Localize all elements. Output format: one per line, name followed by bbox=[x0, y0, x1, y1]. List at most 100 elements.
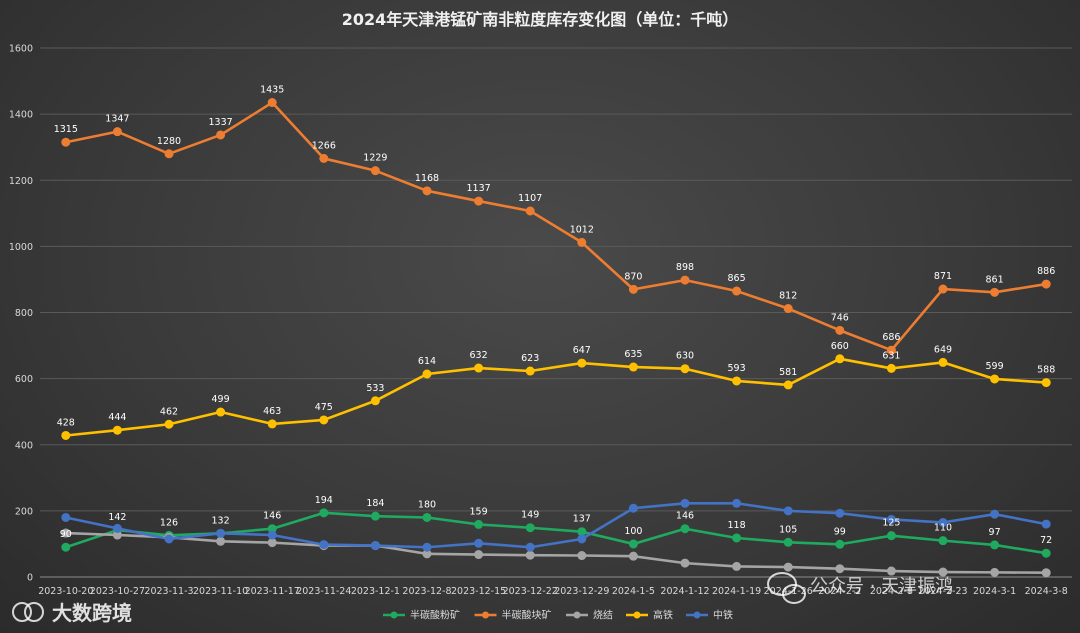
data-label: 475 bbox=[315, 402, 333, 413]
data-label: 149 bbox=[521, 510, 539, 521]
data-point bbox=[319, 508, 329, 518]
data-label: 533 bbox=[366, 383, 384, 394]
data-label: 100 bbox=[624, 526, 642, 537]
data-point bbox=[216, 130, 226, 140]
data-point bbox=[319, 153, 329, 163]
x-tick-label: 2023-12-1 bbox=[351, 586, 400, 597]
data-point bbox=[474, 538, 484, 548]
data-point bbox=[1041, 568, 1051, 578]
data-point bbox=[938, 517, 948, 527]
data-labels: 90 142 126 132 146 194 184 180 159 149 137 100 146 11… bbox=[54, 85, 1056, 547]
data-label: 125 bbox=[882, 518, 900, 529]
data-label: 614 bbox=[418, 356, 436, 367]
data-label: 137 bbox=[573, 514, 591, 525]
data-label: 118 bbox=[728, 520, 746, 531]
data-label: 632 bbox=[470, 350, 488, 361]
x-tick-label: 2023-12-22 bbox=[503, 586, 558, 597]
series-line-4 bbox=[65, 501, 1047, 549]
wechat-icon bbox=[767, 572, 806, 604]
x-tick-label: 2024-3-8 bbox=[1025, 586, 1068, 597]
data-point bbox=[216, 536, 226, 546]
data-label: 1012 bbox=[570, 224, 594, 235]
data-label: 870 bbox=[624, 271, 642, 282]
data-point bbox=[938, 567, 948, 577]
legend: 半碳酸粉矿 半碳酸块矿 烧结 高铁 中铁 bbox=[383, 609, 733, 622]
series-line-3 bbox=[65, 357, 1047, 437]
data-label: 588 bbox=[1037, 365, 1055, 376]
x-tick-label: 2023-11-17 bbox=[245, 586, 300, 597]
data-label: 623 bbox=[521, 353, 539, 364]
data-point bbox=[680, 558, 690, 568]
data-point bbox=[783, 562, 793, 572]
data-point bbox=[577, 551, 587, 561]
x-tick-label: 2024-2-23 bbox=[918, 586, 967, 597]
watermark-right: 公众号 · 天津振鸿 bbox=[767, 572, 953, 604]
data-label: 499 bbox=[212, 394, 230, 405]
data-label: 886 bbox=[1037, 266, 1055, 277]
data-label: 1168 bbox=[415, 173, 439, 184]
data-point bbox=[990, 509, 1000, 519]
data-point bbox=[319, 415, 329, 425]
x-tick-label: 2024-1-26 bbox=[764, 586, 813, 597]
y-tick-label: 1400 bbox=[9, 110, 33, 121]
data-label: 630 bbox=[676, 351, 694, 362]
data-label: 581 bbox=[779, 367, 797, 378]
legend-swatch-marker bbox=[482, 611, 489, 619]
data-point bbox=[370, 541, 380, 551]
data-point bbox=[112, 425, 122, 435]
watermark-left: 大数跨境 bbox=[12, 601, 132, 625]
y-tick-label: 600 bbox=[15, 374, 33, 385]
gridlines bbox=[40, 47, 1072, 578]
data-point bbox=[1041, 519, 1051, 529]
data-point bbox=[783, 304, 793, 314]
data-label: 686 bbox=[882, 332, 900, 343]
data-label: 599 bbox=[986, 361, 1004, 372]
y-tick-label: 1600 bbox=[9, 44, 33, 55]
y-tick-label: 400 bbox=[15, 440, 33, 451]
data-label: 871 bbox=[934, 271, 952, 282]
data-point bbox=[732, 561, 742, 571]
data-point bbox=[525, 550, 535, 560]
y-axis: 0 200 400 600 800 1000 1200 1400 1600 bbox=[9, 44, 33, 584]
legend-swatch-marker bbox=[390, 611, 398, 619]
data-point bbox=[61, 430, 71, 440]
data-point bbox=[990, 540, 1000, 550]
data-point bbox=[164, 534, 174, 544]
data-label: 635 bbox=[624, 349, 642, 360]
data-point bbox=[422, 186, 432, 196]
data-label: 1107 bbox=[518, 193, 542, 204]
data-point bbox=[680, 275, 690, 285]
legend-label: 高铁 bbox=[653, 609, 673, 622]
legend-label: 烧结 bbox=[593, 609, 613, 622]
data-label: 99 bbox=[834, 526, 846, 537]
data-point bbox=[474, 519, 484, 529]
series-line-2 bbox=[65, 531, 1047, 575]
data-point bbox=[577, 358, 587, 368]
data-point bbox=[886, 566, 896, 576]
data-label: 898 bbox=[676, 262, 694, 273]
data-point bbox=[474, 363, 484, 373]
data-label: 631 bbox=[882, 350, 900, 361]
data-label: 1337 bbox=[209, 117, 233, 128]
data-point bbox=[267, 98, 277, 108]
data-point bbox=[319, 540, 329, 550]
data-label: 1229 bbox=[363, 153, 387, 164]
data-label: 444 bbox=[108, 412, 126, 423]
data-point bbox=[990, 374, 1000, 384]
data-label: 184 bbox=[366, 498, 384, 509]
data-point bbox=[783, 537, 793, 547]
data-point bbox=[886, 514, 896, 524]
data-point bbox=[680, 524, 690, 534]
data-point bbox=[886, 345, 896, 355]
x-tick-label: 2023-11-10 bbox=[193, 586, 248, 597]
legend-swatch-marker bbox=[633, 611, 641, 619]
data-label: 159 bbox=[470, 506, 488, 517]
data-point bbox=[886, 531, 896, 541]
data-point bbox=[1041, 378, 1051, 388]
legend-label: 半碳酸粉矿 bbox=[410, 609, 460, 622]
data-point bbox=[422, 542, 432, 552]
data-point bbox=[525, 206, 535, 216]
data-point bbox=[938, 357, 948, 367]
y-tick-label: 1200 bbox=[9, 176, 33, 187]
